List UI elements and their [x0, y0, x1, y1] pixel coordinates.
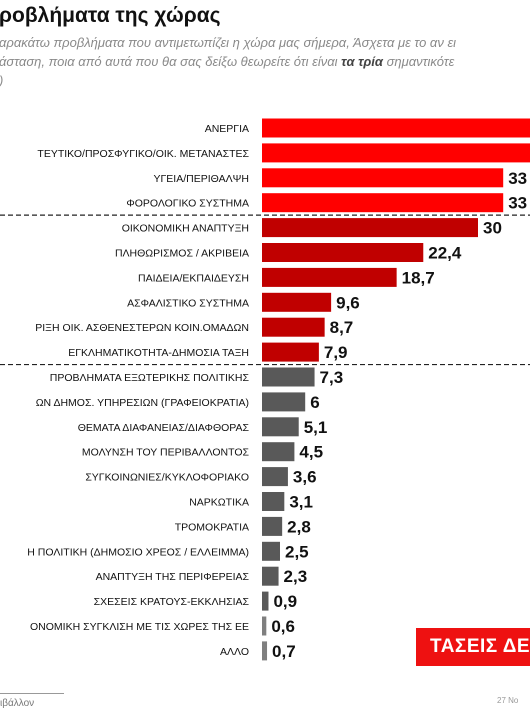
question-line-2-start: άσταση, ποια από αυτά που θα σας δείξω θ…: [0, 54, 342, 69]
category-label: ΑΝΑΠΤΥΞΗ ΤΗΣ ΠΕΡΙΦΕΡΕΙΑΣ: [96, 571, 250, 583]
category-label: ΤΕΥΤΙΚΟ/ΠΡΟΣΦΥΓΙΚΟ/ΟΙΚ. ΜΕΤΑΝΑΣΤΕΣ: [37, 148, 249, 160]
category-label: ΟΙΚΟΝΟΜΙΚΗ ΑΝΑΠΤΥΞΗ: [122, 223, 249, 235]
value-label: 4,5: [299, 443, 323, 462]
value-label: 6: [310, 393, 319, 412]
value-label: 33: [508, 194, 527, 213]
category-label: ΕΓΚΛΗΜΑΤΙΚΟΤΗΤΑ-ΔΗΜΟΣΙΑ ΤΑΞΗ: [68, 347, 249, 359]
value-label: 22,4: [428, 244, 462, 263]
value-label: 7,3: [320, 368, 344, 387]
bar: [262, 516, 283, 536]
value-label: 3,1: [289, 493, 313, 512]
bar: [262, 641, 268, 661]
bar: [262, 591, 269, 611]
category-label: ΤΡΟΜΟΚΡΑΤΙΑ: [175, 521, 249, 533]
category-label: ΠΡΟΒΛΗΜΑΤΑ ΕΞΩΤΕΡΙΚΗΣ ΠΟΛΙΤΙΚΗΣ: [50, 372, 250, 384]
bar: [262, 492, 285, 511]
value-label: 0,9: [273, 592, 297, 611]
value-label: 2,8: [287, 517, 311, 536]
question-line-2-end: σημαντικότε: [382, 54, 455, 69]
bar: [262, 168, 504, 188]
bar: [262, 342, 319, 362]
bar: [262, 118, 530, 138]
value-label: 8,7: [330, 318, 354, 337]
category-label: ΝΑΡΚΩΤΙΚΑ: [189, 497, 249, 509]
bar: [262, 392, 306, 412]
category-label: ΥΓΕΙΑ/ΠΕΡΙΘΑΛΨΗ: [154, 173, 249, 185]
bar: [262, 317, 325, 337]
value-label: 0,6: [271, 617, 295, 636]
bar: [262, 243, 424, 262]
value-label: 33: [508, 169, 527, 188]
question-line-1: αρακάτω προβλήματα που αντιμετωπίζει η χ…: [0, 35, 457, 50]
bar: [262, 442, 295, 462]
bar: [262, 417, 299, 437]
value-label: 30: [483, 219, 502, 238]
date-label: 27 Νο: [497, 696, 519, 705]
category-label: ΣΥΓΚΟΙΝΩΝΙΕΣ/ΚΥΚΛΟΦΟΡΙΑΚΟ: [85, 472, 249, 484]
question-line-3: ): [0, 71, 530, 90]
brand-badge: ΤΑΣΕΙΣ ΔΕ: [416, 628, 530, 666]
category-label: ΩΝ ΔΗΜΟΣ. ΥΠΗΡΕΣΙΩΝ (ΓΡΑΦΕΙΟΚΡΑΤΙΑ): [36, 397, 249, 409]
bar: [262, 218, 478, 238]
bar: [262, 193, 504, 213]
bar: [262, 267, 397, 287]
value-label: 7,9: [324, 343, 348, 362]
value-label: 2,5: [285, 542, 309, 561]
bar: [262, 467, 288, 487]
category-label: ΠΑΙΔΕΙΑ/ΕΚΠΑΙΔΕΥΣΗ: [138, 272, 249, 284]
category-label: ΑΣΦΑΛΙΣΤΙΚΟ ΣΥΣΤΗΜΑ: [127, 297, 249, 309]
value-label: 5,1: [304, 418, 328, 437]
chart-title: ροβλήματα της χώρας: [0, 4, 221, 27]
value-label: 0,7: [272, 642, 296, 661]
value-label: 3,6: [293, 468, 317, 487]
bar: [262, 367, 315, 387]
category-label: ΦΟΡΟΛΟΓΙΚΟ ΣΥΣΤΗΜΑ: [126, 198, 249, 210]
category-label: ΠΛΗΘΩΡΙΣΜΟΣ / ΑΚΡΙΒΕΙΑ: [115, 248, 249, 260]
category-label: ΘΕΜΑΤΑ ΔΙΑΦΑΝΕΙΑΣ/ΔΙΑΦΘΟΡΑΣ: [78, 422, 250, 434]
bar: [262, 541, 280, 561]
value-label: 9,6: [336, 293, 360, 312]
question-text: αρακάτω προβλήματα που αντιμετωπίζει η χ…: [0, 33, 530, 90]
category-label: ΑΝΕΡΓΙΑ: [205, 123, 249, 135]
bar-chart: ΑΝΕΡΓΙΑ ΤΕΥΤΙΚΟ/ΠΡΟΣΦΥΓΙΚΟ/ΟΙΚ. ΜΕΤΑΝΑΣΤΕ…: [0, 118, 530, 661]
category-label: ΟΝΟΜΙΚΗ ΣΥΓΚΛΙΣΗ ΜΕ ΤΙΣ ΧΩΡΕΣ ΤΗΣ ΕΕ: [30, 621, 249, 633]
source-note: ιβάλλον: [0, 698, 35, 709]
bar: [262, 292, 332, 312]
question-emphasis: τα τρία: [341, 54, 383, 69]
value-label: 18,7: [402, 268, 435, 287]
footer-divider: [0, 693, 64, 694]
category-label: Η ΠΟΛΙΤΙΚΗ (ΔΗΜΟΣΙΟ ΧΡΕΟΣ / ΕΛΛΕΙΜΜΑ): [27, 546, 249, 558]
bar: [262, 616, 267, 636]
bar: [262, 566, 279, 586]
category-label: ΜΟΛΥΝΣΗ ΤΟΥ ΠΕΡΙΒΑΛΛΟΝΤΟΣ: [82, 447, 250, 459]
bar: [262, 143, 530, 163]
value-label: 2,3: [284, 567, 308, 586]
category-label: ΡΙΞΗ ΟΙΚ. ΑΣΘΕΝΕΣΤΕΡΩΝ ΚΟΙΝ.ΟΜΑΔΩΝ: [35, 322, 249, 334]
category-label: ΑΛΛΟ: [220, 646, 249, 658]
question-line-2: άσταση, ποια από αυτά που θα σας δείξω θ…: [0, 52, 530, 71]
category-label: ΣΧΕΣΕΙΣ ΚΡΑΤΟΥΣ-ΕΚΚΛΗΣΙΑΣ: [94, 596, 250, 608]
